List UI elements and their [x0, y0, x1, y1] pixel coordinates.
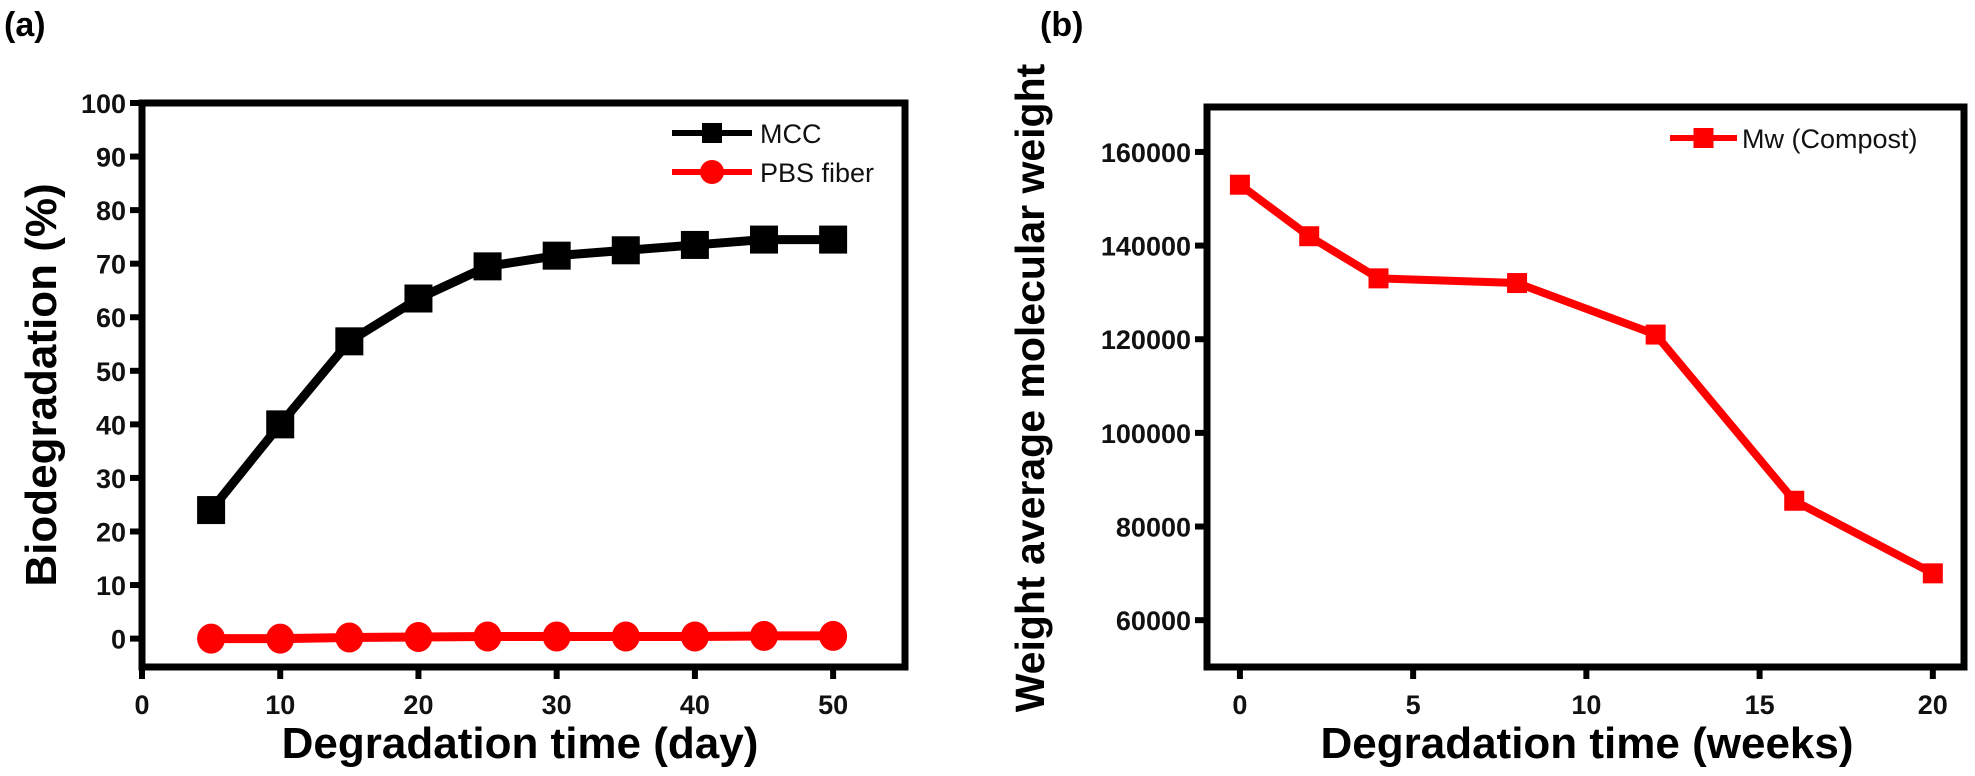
legend-label: Mw (Compost) — [1742, 124, 1918, 154]
x-tick-label: 0 — [1232, 690, 1247, 720]
y-tick-label: 0 — [111, 625, 126, 655]
y-tick-label: 120000 — [1101, 325, 1191, 355]
y-tick-label: 30 — [96, 464, 126, 494]
x-tick-label: 20 — [1918, 690, 1948, 720]
y-tick-label: 60 — [96, 303, 126, 333]
data-point — [1229, 174, 1250, 195]
y-tick-label: 80000 — [1116, 513, 1191, 543]
data-point — [266, 623, 295, 654]
y-axis-title: Biodegradation (%) — [17, 183, 66, 586]
data-point — [335, 622, 364, 653]
legend-marker — [1693, 128, 1714, 148]
data-point — [542, 621, 571, 652]
x-tick-label: 50 — [818, 690, 848, 720]
data-point — [1507, 273, 1528, 294]
legend-entry: Mw (Compost) — [1670, 124, 1918, 154]
data-point — [542, 241, 571, 270]
panel-a: (a) 0 10 20 30 40 50 0 10 20 30 40 50 60 70 80 90 100 Degr… — [4, 6, 909, 768]
data-point — [611, 236, 640, 265]
series-pbs-fiber — [197, 620, 848, 654]
x-tick-label: 5 — [1406, 690, 1421, 720]
data-point — [404, 284, 433, 313]
series-mw-compost- — [1229, 174, 1943, 584]
data-point — [1784, 490, 1805, 511]
plot-frame — [138, 99, 909, 671]
y-tick-label: 60000 — [1116, 606, 1191, 636]
data-point — [1645, 324, 1666, 345]
y-tick-label: 100000 — [1101, 419, 1191, 449]
legend-entry: MCC — [672, 119, 822, 149]
series-line — [211, 631, 834, 644]
legend-entry: PBS fiber — [672, 158, 874, 188]
series-line — [207, 235, 834, 513]
y-tick-label: 10 — [96, 571, 126, 601]
y-tick-label: 70 — [96, 250, 126, 280]
x-tick-label: 15 — [1745, 690, 1775, 720]
panel-label: (b) — [1040, 6, 1083, 44]
data-point — [1368, 268, 1389, 289]
data-point — [680, 230, 709, 259]
legend-label: PBS fiber — [760, 158, 874, 188]
data-point — [611, 621, 640, 652]
panel-b: (b) 0 5 10 15 20 60000 80000 100000 120000 140000 1… — [1007, 6, 1968, 768]
y-tick-label: 90 — [96, 143, 126, 173]
data-point — [1922, 563, 1943, 584]
y-tick-label: 160000 — [1101, 138, 1191, 168]
data-point — [819, 620, 848, 651]
data-point — [750, 620, 779, 651]
legend-marker — [702, 123, 722, 143]
data-point — [750, 225, 779, 254]
x-tick-label: 40 — [680, 690, 710, 720]
data-point — [473, 252, 502, 281]
data-point — [335, 327, 364, 356]
x-tick-label: 10 — [265, 690, 295, 720]
data-point — [266, 410, 295, 439]
x-tick-label: 0 — [134, 690, 149, 720]
data-point — [197, 496, 226, 525]
legend-label: MCC — [760, 119, 822, 149]
y-tick-label: 140000 — [1101, 232, 1191, 262]
legend-marker — [700, 160, 724, 184]
x-tick-label: 30 — [542, 690, 572, 720]
x-tick-label: 10 — [1571, 690, 1601, 720]
data-point — [473, 621, 502, 652]
x-axis-title: Degradation time (day) — [282, 719, 759, 768]
x-axis-title: Degradation time (weeks) — [1320, 719, 1853, 768]
data-point — [819, 225, 848, 254]
y-tick-label: 40 — [96, 410, 126, 440]
data-point — [197, 623, 226, 654]
data-point — [1299, 226, 1320, 247]
y-tick-label: 20 — [96, 517, 126, 547]
x-tick-label: 20 — [403, 690, 433, 720]
y-tick-label: 80 — [96, 196, 126, 226]
data-point — [404, 622, 433, 653]
series-mcc — [197, 225, 848, 525]
series-line — [1237, 181, 1935, 577]
panel-label: (a) — [4, 6, 46, 44]
y-tick-label: 100 — [81, 89, 126, 119]
y-axis-title: Weight average molecular weight — [1007, 63, 1053, 712]
data-point — [680, 621, 709, 652]
y-tick-label: 50 — [96, 357, 126, 387]
plot-frame — [1203, 103, 1968, 671]
